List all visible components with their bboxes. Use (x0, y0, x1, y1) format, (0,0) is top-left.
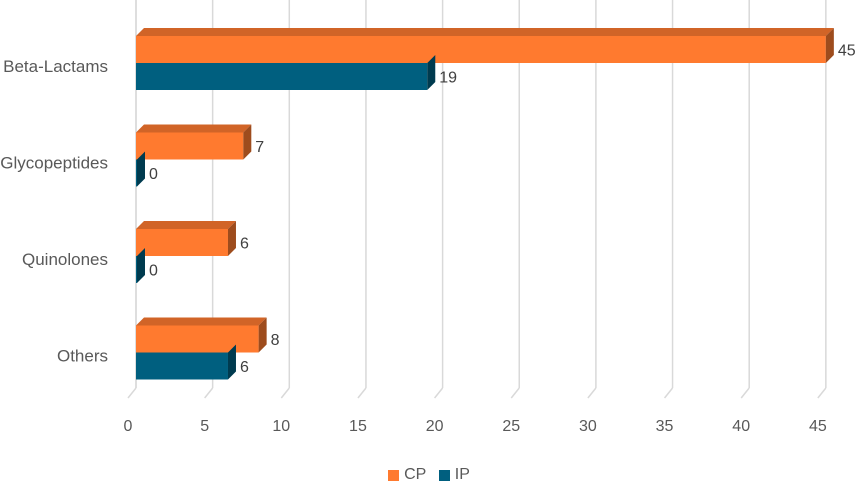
data-label-cp: 8 (271, 332, 280, 349)
bar-cp-others-top (136, 317, 267, 326)
bar-ip-beta-lactams-side (427, 55, 436, 90)
x-tick-label: 15 (349, 418, 367, 435)
x-tick-label: 20 (426, 418, 444, 435)
gridline-floor (663, 387, 674, 399)
data-label-ip: 0 (149, 263, 158, 280)
data-label-cp: 7 (255, 139, 264, 156)
bar-cp-quinolones (136, 229, 228, 256)
x-tick-label: 5 (200, 418, 209, 435)
category-label: Glycopeptides (0, 154, 108, 173)
legend-swatch-cp (388, 469, 400, 481)
gridline-floor (127, 387, 137, 399)
gridline-floor (587, 387, 597, 399)
x-tick-label: 40 (732, 418, 750, 435)
bar-ip-quinolones-side (137, 248, 145, 283)
legend-label-ip: IP (454, 466, 470, 483)
x-tick-label: 25 (502, 418, 520, 435)
bar-ip-beta-lactams (136, 63, 428, 90)
x-tick-label: 30 (579, 418, 597, 435)
bar-cp-quinolones-side (227, 221, 236, 256)
data-label-cp: 45 (838, 43, 856, 60)
x-tick-label: 45 (809, 418, 827, 435)
bar-cp-glycopeptides-side (243, 124, 252, 160)
data-label-ip: 0 (149, 166, 158, 183)
category-label: Others (57, 347, 108, 366)
legend: CP IP (0, 466, 858, 484)
category-label: Quinolones (22, 250, 108, 269)
x-tick-label: 0 (124, 418, 133, 435)
gridline-floor (204, 387, 214, 399)
gridline-floor (280, 387, 290, 399)
gridline-floor (434, 387, 444, 399)
bar-ip-others (136, 352, 228, 380)
gridline-floor (510, 387, 520, 399)
data-label-cp: 6 (240, 236, 249, 253)
legend-swatch-ip (438, 469, 450, 481)
data-label-ip: 6 (240, 359, 249, 376)
bar-cp-others-side (258, 317, 267, 353)
bar-ip-glycopeptides (136, 159, 137, 187)
bar-cp-beta-lactams-side (825, 28, 834, 63)
gridline-floor (357, 387, 367, 399)
bar-cp-beta-lactams (136, 36, 826, 63)
data-label-ip: 19 (439, 70, 457, 87)
x-tick-label: 10 (272, 418, 290, 435)
legend-item-ip: IP (438, 466, 470, 484)
bar-cp-glycopeptides-top (136, 124, 252, 133)
gridline-floor (817, 387, 827, 399)
bar-ip-glycopeptides-side (137, 151, 145, 187)
bar-cp-beta-lactams-top (136, 28, 834, 36)
gridline-floor (740, 387, 750, 399)
bar-cp-quinolones-top (136, 221, 236, 229)
bar-ip-others-side (227, 344, 236, 380)
category-label: Beta-Lactams (3, 57, 108, 76)
legend-label-cp: CP (404, 466, 427, 483)
bar-cp-glycopeptides (136, 132, 244, 160)
bar-cp-others (136, 325, 259, 353)
bar-ip-quinolones (136, 256, 137, 283)
legend-item-cp: CP (388, 466, 426, 484)
x-tick-label: 35 (656, 418, 674, 435)
